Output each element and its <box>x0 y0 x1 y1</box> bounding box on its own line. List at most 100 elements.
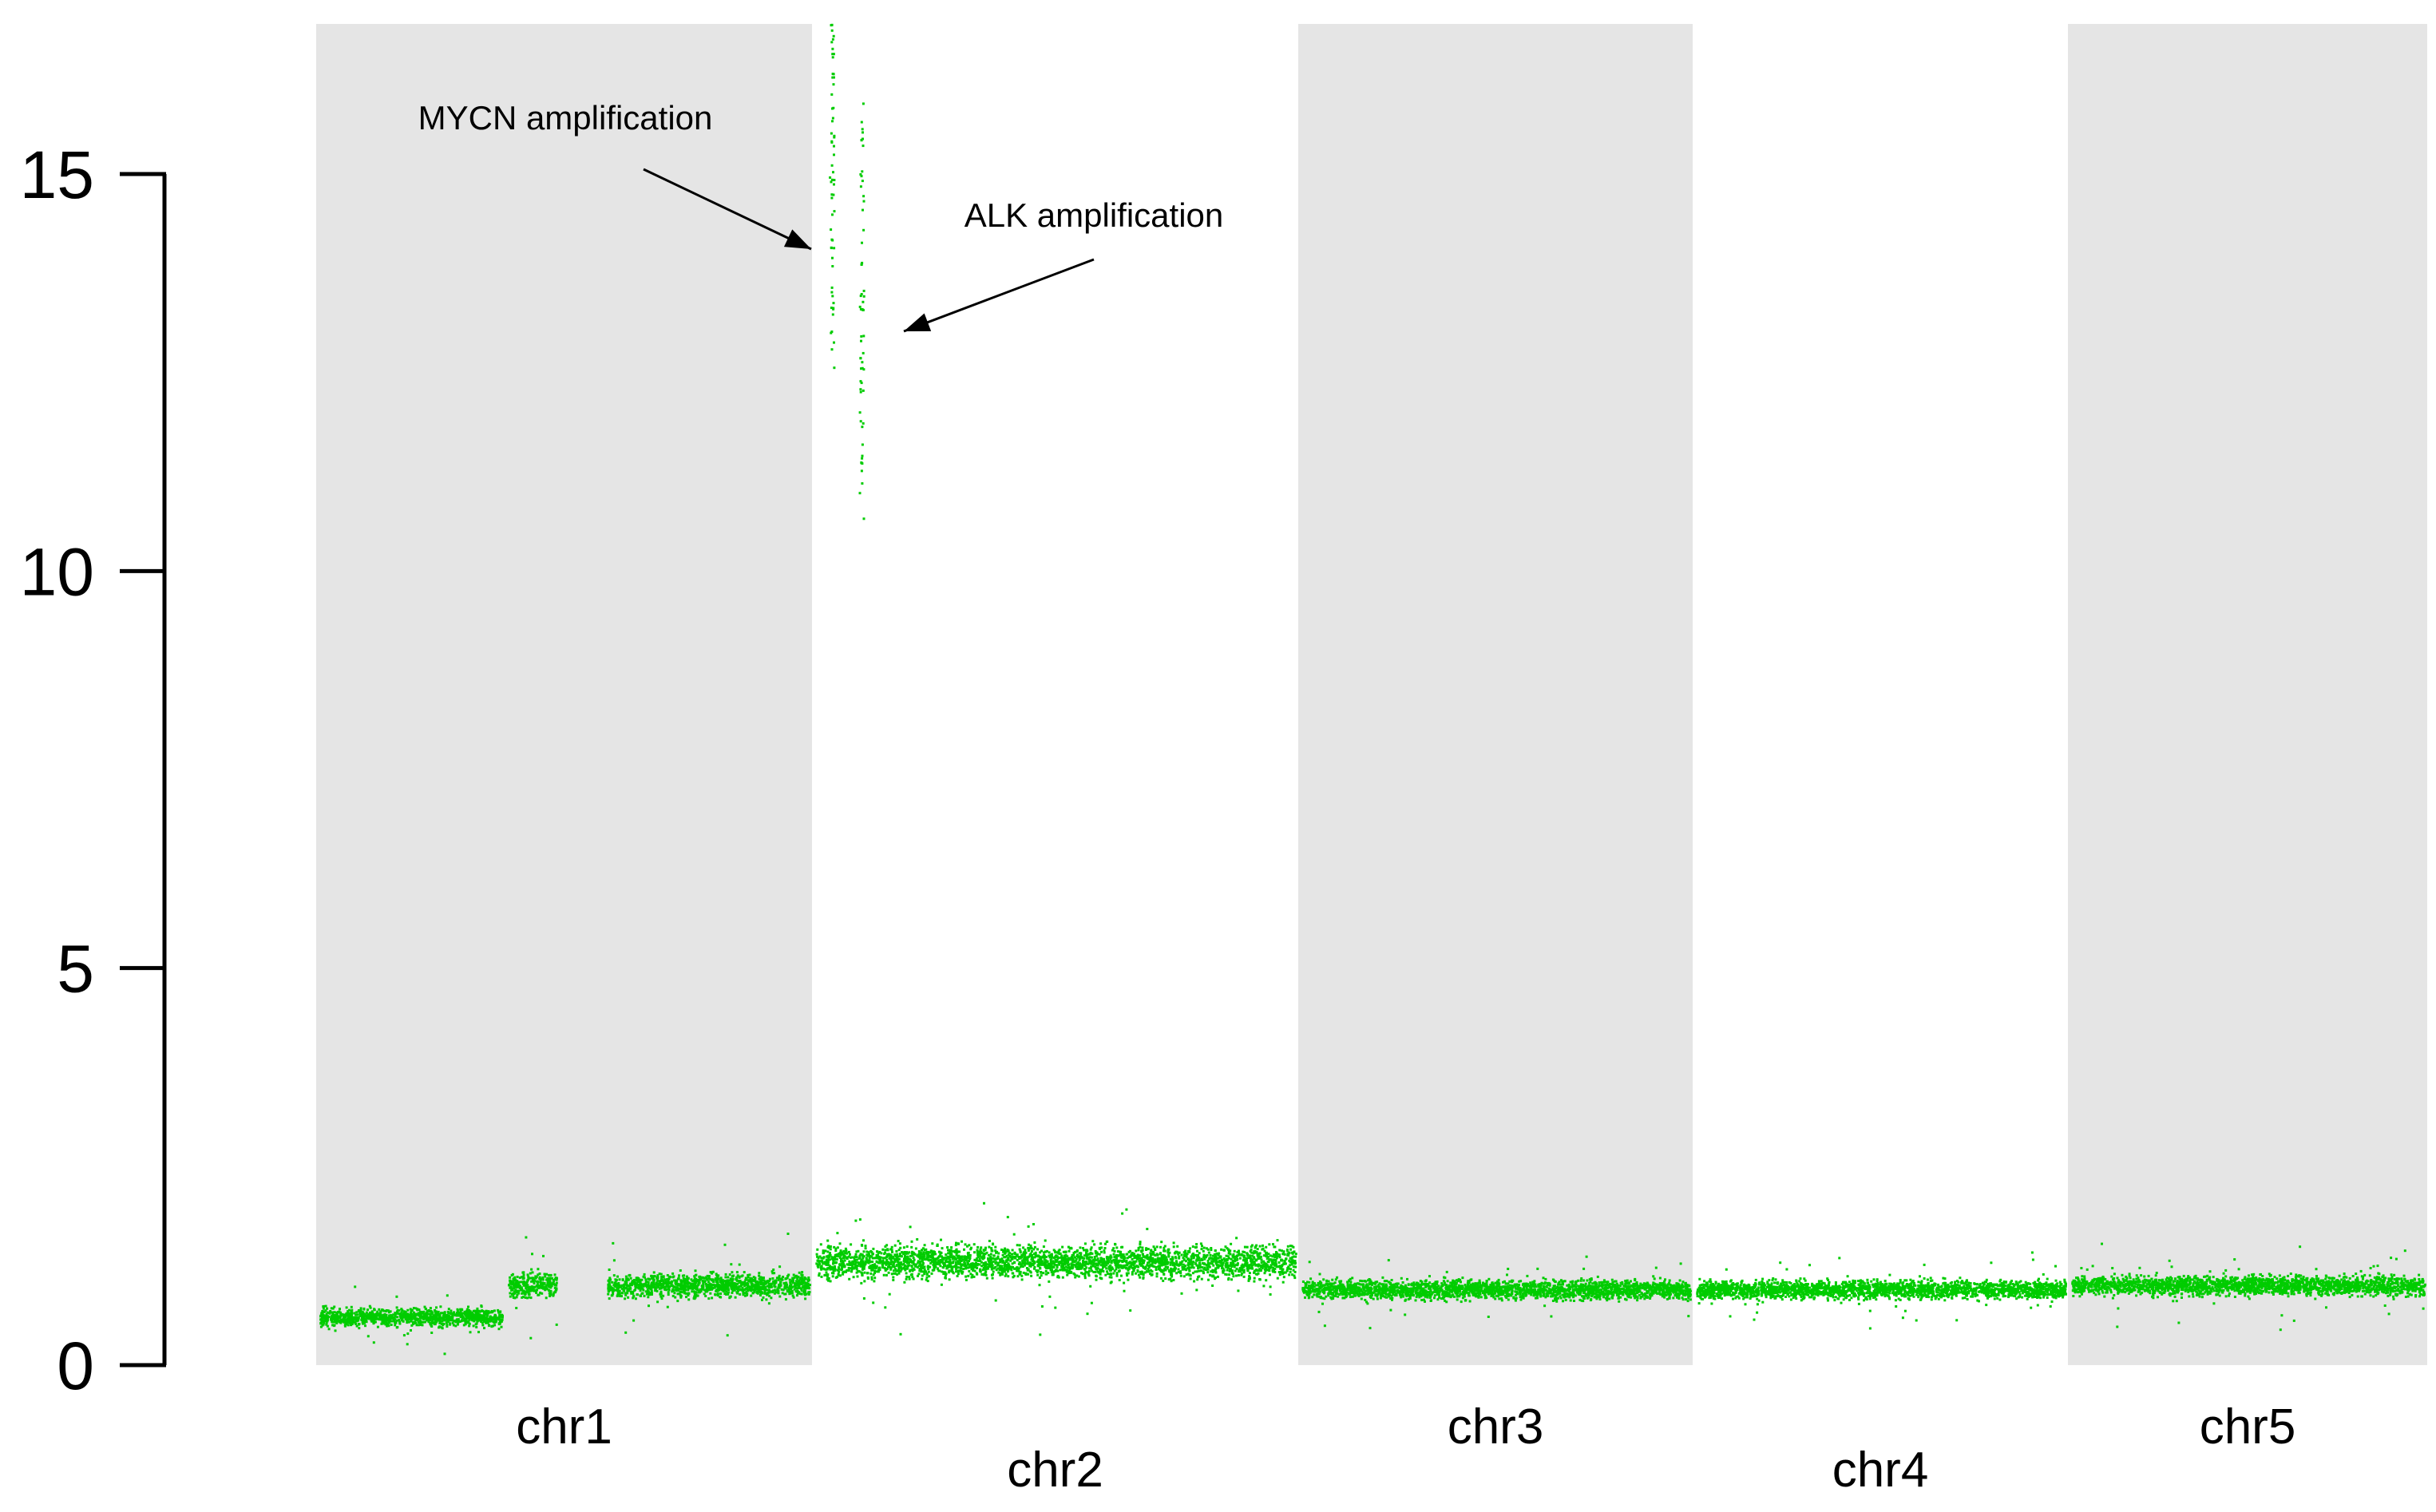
data-point <box>1075 1267 1079 1270</box>
data-point <box>1090 1301 1093 1304</box>
data-point <box>709 1284 711 1288</box>
data-point <box>607 1279 610 1282</box>
data-point <box>1054 1258 1057 1261</box>
data-point <box>1089 1256 1092 1259</box>
data-point <box>995 1251 997 1254</box>
data-point <box>1081 1273 1084 1276</box>
data-point <box>1146 1257 1149 1261</box>
data-point <box>621 1278 624 1281</box>
data-point <box>715 1274 719 1276</box>
data-point <box>321 1314 324 1317</box>
data-point <box>948 1269 951 1273</box>
data-point <box>873 1276 877 1280</box>
data-point <box>362 1322 364 1325</box>
data-point <box>786 1275 790 1277</box>
data-point <box>347 1312 351 1315</box>
data-point <box>1113 1269 1116 1273</box>
data-point <box>511 1283 514 1286</box>
data-point <box>835 1258 838 1261</box>
data-point <box>1092 1270 1095 1273</box>
data-point <box>1125 1208 1128 1211</box>
data-point <box>1258 1269 1262 1273</box>
data-point <box>964 1275 968 1278</box>
data-point <box>731 1275 735 1278</box>
data-point <box>960 1255 962 1258</box>
data-point <box>1087 1274 1091 1277</box>
data-point <box>685 1296 687 1299</box>
data-point <box>632 1292 635 1295</box>
data-point <box>789 1292 792 1295</box>
data-point <box>801 1281 803 1284</box>
data-point <box>1206 1271 1210 1274</box>
data-point <box>734 1296 737 1299</box>
data-point <box>1176 1264 1179 1267</box>
data-point <box>1272 1253 1275 1257</box>
data-point <box>480 1316 482 1319</box>
data-point <box>538 1277 541 1280</box>
data-point <box>1184 1260 1187 1263</box>
data-point <box>429 1321 432 1324</box>
data-point <box>481 1321 484 1324</box>
data-point <box>1190 1255 1193 1258</box>
data-point <box>754 1276 757 1280</box>
data-point <box>1266 1261 1269 1264</box>
data-point <box>1187 1266 1190 1269</box>
data-point <box>720 1278 723 1281</box>
data-point <box>1023 1252 1026 1255</box>
data-point <box>955 1270 957 1273</box>
data-point <box>1004 1274 1007 1277</box>
data-point <box>1202 1253 1206 1257</box>
data-point <box>363 1321 366 1324</box>
data-point <box>1149 1264 1152 1267</box>
data-point <box>634 1297 637 1300</box>
data-point <box>794 1286 798 1289</box>
data-point <box>443 1312 446 1316</box>
data-point <box>985 1251 988 1254</box>
data-point <box>1146 1228 1149 1230</box>
data-point <box>1123 1265 1126 1269</box>
data-point <box>710 1285 713 1288</box>
data-point <box>880 1252 883 1255</box>
data-point <box>442 1314 446 1317</box>
data-point <box>818 1274 821 1277</box>
data-point <box>1289 1261 1292 1264</box>
data-point <box>1292 1265 1295 1269</box>
data-point <box>535 1284 538 1288</box>
data-point <box>390 1314 394 1317</box>
data-point <box>632 1319 636 1322</box>
data-point <box>758 1288 761 1291</box>
data-point <box>1226 1255 1230 1258</box>
data-point <box>834 1265 837 1268</box>
data-point <box>500 1325 503 1328</box>
data-point <box>449 1323 452 1326</box>
data-point <box>1027 1268 1030 1271</box>
data-point <box>829 1253 832 1257</box>
data-point <box>529 1276 533 1280</box>
data-point <box>417 1313 420 1316</box>
data-point <box>983 1265 986 1268</box>
data-point <box>873 1269 876 1273</box>
data-point <box>1108 1276 1111 1279</box>
data-point <box>552 1279 555 1281</box>
data-point <box>938 1269 941 1273</box>
data-point <box>368 1316 371 1319</box>
data-point <box>673 1279 676 1282</box>
data-point <box>397 1312 400 1315</box>
data-point <box>660 1285 663 1288</box>
data-point <box>1112 1272 1115 1275</box>
data-point <box>345 1312 348 1315</box>
data-point <box>1172 1279 1175 1281</box>
data-point <box>1294 1255 1297 1258</box>
data-point <box>460 1320 463 1323</box>
data-point <box>1127 1262 1131 1265</box>
data-point <box>1258 1245 1262 1248</box>
data-point <box>363 1317 366 1320</box>
data-point <box>326 1307 329 1310</box>
data-point <box>903 1252 906 1255</box>
data-point <box>794 1284 797 1288</box>
data-point <box>907 1265 910 1267</box>
data-point <box>1261 1265 1264 1268</box>
data-point <box>943 1262 946 1265</box>
data-point <box>968 1269 971 1273</box>
data-point <box>984 1253 987 1256</box>
